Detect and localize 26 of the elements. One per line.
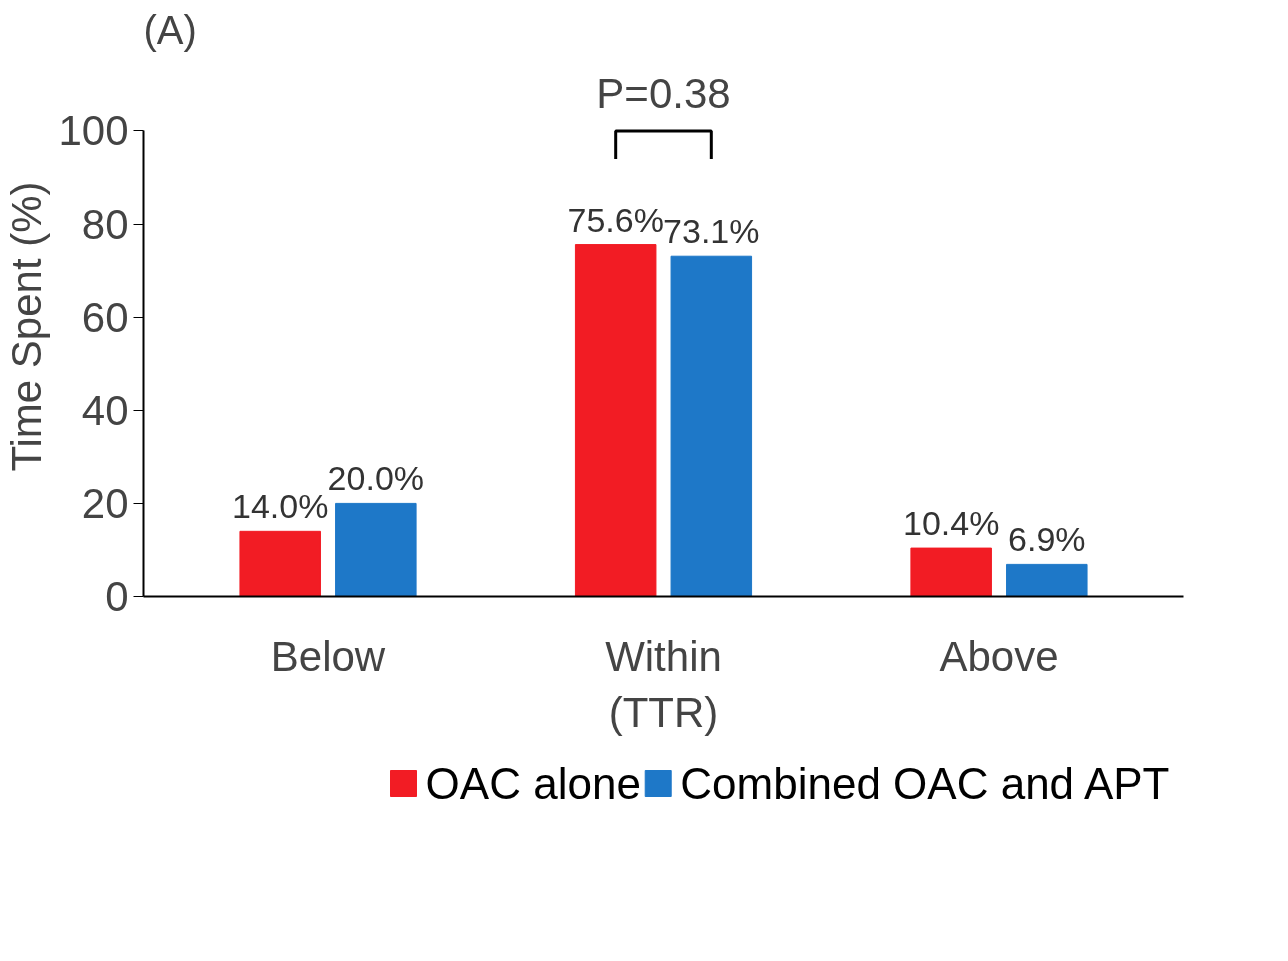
data-label: 73.1% bbox=[663, 212, 760, 251]
y-tick-label: 60 bbox=[81, 293, 129, 341]
data-label: 20.0% bbox=[327, 459, 425, 498]
data-label: 75.6% bbox=[567, 200, 664, 239]
data-label: 10.4% bbox=[902, 504, 1000, 543]
y-tick-label: 20 bbox=[81, 479, 129, 527]
text: P=0.38 bbox=[596, 69, 731, 117]
bar bbox=[1006, 563, 1088, 597]
y-tick-label: 80 bbox=[81, 200, 129, 248]
text: (A) bbox=[143, 7, 197, 52]
bar bbox=[335, 502, 417, 597]
x-tick-label: Above bbox=[939, 632, 1059, 680]
y-tick-label: 100 bbox=[58, 107, 129, 155]
bar bbox=[910, 547, 992, 597]
x-tick-label: Below bbox=[270, 632, 386, 680]
data-label: 14.0% bbox=[232, 487, 329, 526]
x-tick-label: Within (TTR) bbox=[605, 632, 722, 736]
y-axis-title: Time Spent (%) bbox=[3, 181, 51, 472]
data-label: 6.9% bbox=[1008, 520, 1086, 559]
y-tick-label: 40 bbox=[81, 386, 129, 434]
bar bbox=[574, 244, 657, 597]
y-tick-label: 0 bbox=[105, 573, 129, 620]
legend-label: Combined OAC and APT bbox=[680, 759, 1170, 808]
bar bbox=[239, 530, 321, 597]
legend-label: OAC alone bbox=[425, 759, 641, 808]
bar bbox=[670, 255, 753, 597]
